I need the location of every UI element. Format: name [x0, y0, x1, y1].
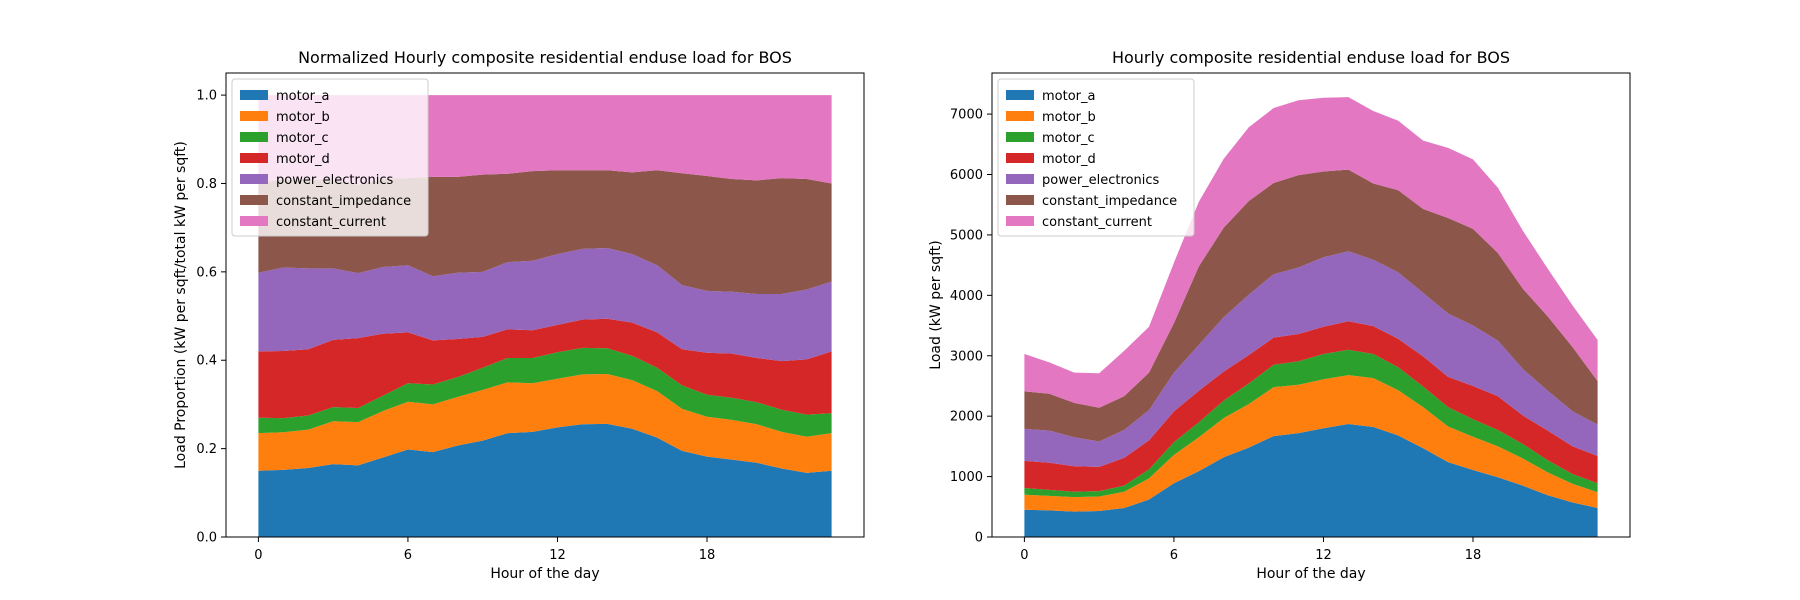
legend-swatch	[240, 153, 268, 163]
y-tick-label: 0.4	[196, 354, 217, 369]
chart-title: Hourly composite residential enduse load…	[1112, 48, 1510, 67]
legend-box	[997, 78, 1195, 237]
chart-title: Normalized Hourly composite residential …	[298, 48, 792, 67]
normalized-load-chart: Normalized Hourly composite residential …	[173, 48, 865, 582]
x-tick-label: 0	[1020, 548, 1028, 563]
legend-label: power_electronics	[276, 173, 394, 188]
area-motor-b	[258, 373, 832, 473]
area-motor-d	[258, 318, 832, 419]
legend-swatch	[240, 90, 268, 100]
y-tick-label: 0	[975, 531, 983, 546]
legend-label: motor_c	[276, 131, 329, 146]
legend: motor_a motor_b motor_c motor_d power_electr…	[997, 78, 1195, 237]
area-motor-b	[1024, 375, 1598, 512]
y-tick-label: 7000	[950, 108, 983, 123]
y-tick-label: 5000	[950, 228, 983, 243]
area-motor-d	[1024, 321, 1598, 492]
area-constant-current	[1024, 97, 1598, 408]
legend-swatch	[240, 216, 268, 226]
legend-swatch	[1006, 132, 1034, 142]
area-motor-a	[258, 423, 832, 537]
legend-label: power_electronics	[1042, 173, 1160, 188]
legend-label: constant_impedance	[1042, 194, 1177, 209]
y-tick-label: 6000	[950, 168, 983, 183]
y-tick-label: 3000	[950, 349, 983, 364]
y-tick-label: 2000	[950, 410, 983, 425]
x-axis-label: Hour of the day	[1256, 566, 1365, 582]
legend-swatch	[240, 111, 268, 121]
legend-swatch	[240, 195, 268, 205]
legend-swatch	[1006, 90, 1034, 100]
area-motor-a	[1024, 424, 1598, 537]
legend-label: motor_d	[1042, 152, 1096, 167]
y-tick-label: 0.2	[196, 442, 217, 457]
legend-swatch	[1006, 216, 1034, 226]
area-power-electronics	[1024, 251, 1598, 467]
y-tick-label: 1.0	[196, 89, 217, 104]
legend-label: motor_c	[1042, 131, 1095, 146]
axis-ticks: 0 6 12 18 0 1000 2000 3000 4000 5000 6000 7000	[950, 108, 1481, 563]
legend-label: constant_current	[276, 215, 386, 230]
hourly-load-chart: Hourly composite residential enduse load…	[928, 48, 1631, 582]
legend-label: motor_a	[276, 89, 329, 104]
x-tick-label: 18	[1465, 548, 1482, 563]
legend-swatch	[1006, 174, 1034, 184]
legend-swatch	[1006, 111, 1034, 121]
legend-label: motor_a	[1042, 89, 1095, 104]
y-tick-label: 0.8	[196, 177, 217, 192]
y-tick-label: 0.6	[196, 265, 217, 280]
axis-ticks: 0 6 12 18 0.0 0.2 0.4 0.6 0.8 1.0	[196, 89, 715, 563]
x-axis-label: Hour of the day	[490, 566, 599, 582]
x-tick-label: 18	[699, 548, 716, 563]
y-axis-label: Load Proportion (kW per sqft/total kW pe…	[173, 141, 189, 469]
x-tick-label: 12	[549, 548, 566, 563]
y-tick-label: 0.0	[196, 531, 217, 546]
legend-swatch	[240, 174, 268, 184]
x-tick-label: 12	[1315, 548, 1332, 563]
x-tick-label: 6	[1170, 548, 1178, 563]
y-axis-label: Load (kW per sqft)	[928, 240, 944, 369]
y-tick-label: 1000	[950, 470, 983, 485]
area-motor-c	[1024, 349, 1598, 498]
legend-label: motor_b	[276, 110, 330, 125]
area-motor-c	[258, 347, 832, 437]
y-tick-label: 4000	[950, 289, 983, 304]
area-power-electronics	[258, 247, 832, 362]
area-constant-impedance	[1024, 169, 1598, 442]
legend-label: constant_current	[1042, 215, 1152, 230]
legend-box	[231, 78, 429, 237]
stacked-areas	[1024, 97, 1598, 537]
legend-swatch	[240, 132, 268, 142]
plot-frame	[225, 72, 865, 538]
legend-label: motor_d	[276, 152, 330, 167]
legend: motor_a motor_b motor_c motor_d power_electr…	[231, 78, 429, 237]
legend-label: constant_impedance	[276, 194, 411, 209]
x-tick-label: 6	[404, 548, 412, 563]
x-tick-label: 0	[254, 548, 262, 563]
legend-label: motor_b	[1042, 110, 1096, 125]
legend-swatch	[1006, 153, 1034, 163]
legend-swatch	[1006, 195, 1034, 205]
plot-frame	[991, 72, 1631, 538]
